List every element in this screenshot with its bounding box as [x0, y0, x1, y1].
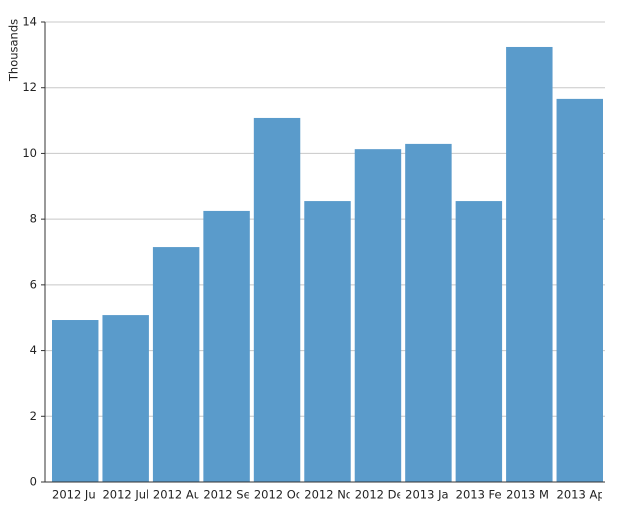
bar [506, 46, 553, 482]
y-tick-label: 4 [30, 343, 37, 357]
x-tick-label: 2013 Ap [557, 488, 605, 502]
y-tick-label: 12 [22, 80, 37, 94]
bar [354, 149, 402, 482]
bar [52, 320, 99, 482]
x-tick-label: 2012 Se [203, 488, 250, 502]
x-tick-label: 2013 M [506, 488, 549, 502]
bar [253, 117, 301, 482]
x-tick-label: 2013 Fe [456, 488, 502, 502]
y-tick-label: 0 [30, 475, 37, 489]
bar [455, 201, 503, 483]
y-axis-label: Thousands [7, 19, 21, 82]
bar [304, 201, 351, 483]
bar [102, 315, 149, 482]
x-tick-label: 2012 Ju [52, 488, 96, 502]
bar [405, 143, 452, 482]
x-tick-label: 2012 No [304, 488, 353, 502]
x-tick-label: 2012 Oc [254, 488, 302, 502]
x-tick-label: 2012 Au [153, 488, 201, 502]
x-tick-label: 2012 De [355, 488, 404, 502]
x-tick-label: 2013 Ja [405, 488, 448, 502]
y-tick-label: 2 [30, 409, 37, 423]
y-tick-label: 14 [22, 15, 37, 29]
bar [152, 247, 200, 482]
bar [556, 98, 603, 482]
bar [203, 210, 250, 482]
x-tick-label: 2012 Jul [102, 488, 149, 502]
y-tick-label: 6 [30, 277, 37, 291]
y-tick-label: 8 [30, 212, 37, 226]
y-tick-label: 10 [22, 146, 37, 160]
